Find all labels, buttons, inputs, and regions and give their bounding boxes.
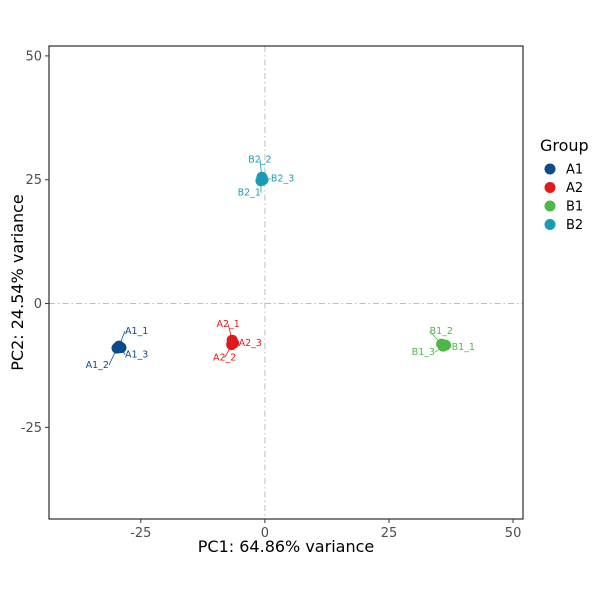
x-tick-label: 25 <box>381 526 398 541</box>
point-label-leader <box>262 178 271 181</box>
point-label-leader <box>434 345 444 353</box>
point-label-leader <box>224 344 233 358</box>
point-label-b1-1: B1_1 <box>452 342 475 353</box>
point-label-b2-2: B2_2 <box>248 154 271 165</box>
point-label-b2-3: B2_3 <box>271 174 294 185</box>
x-tick-label: -25 <box>130 526 151 541</box>
legend-key-b1 <box>544 200 556 212</box>
point-label-a2-3: A2_3 <box>239 338 262 349</box>
point-label-b2-1: B2_1 <box>238 188 261 199</box>
legend: Group A1 A2 B1 B2 <box>540 136 589 233</box>
x-tick-label: 0 <box>261 526 269 541</box>
y-tick-label: -25 <box>21 421 42 436</box>
point-label-leader <box>227 324 233 341</box>
plot-area: A1_1 A1_2 A1_3 A2_1 A2_2A2_3 B1_2 B1_3 B1_1 B2_2… <box>49 46 523 519</box>
point-label-a2-1: A2_1 <box>216 319 239 330</box>
legend-label-b1: B1 <box>566 200 583 215</box>
legend-key-a2 <box>544 182 556 193</box>
point-label-a2-2: A2_2 <box>213 353 236 364</box>
legend-label-a2: A2 <box>566 181 583 196</box>
point-label-leader <box>120 347 126 355</box>
point-label-b1-2: B1_2 <box>430 326 453 337</box>
plot-panel-border <box>48 45 524 520</box>
y-tick-label: 25 <box>25 173 42 188</box>
x-tick-label: 50 <box>505 526 522 541</box>
legend-label-a1: A1 <box>566 163 583 178</box>
point-label-leader <box>429 330 442 345</box>
point-label-a1-3: A1_3 <box>125 350 148 361</box>
point-label-a1-2: A1_2 <box>86 360 109 371</box>
point-label-leader <box>118 330 126 347</box>
point-label-leader <box>108 347 118 366</box>
point-label-b1-3: B1_3 <box>412 347 435 358</box>
legend-key-a1 <box>544 163 556 175</box>
axes: -25 0 25 50 -25 0 25 50 <box>21 45 524 541</box>
y-tick-label: 0 <box>34 297 42 312</box>
y-tick-label: 50 <box>25 49 42 64</box>
x-axis-title: PC1: 64.86% variance <box>198 537 374 556</box>
legend-key-b2 <box>544 219 556 230</box>
legend-label-b2: B2 <box>566 218 583 233</box>
point-label-leader <box>259 159 263 178</box>
y-axis-title: PC2: 24.54% variance <box>8 194 27 370</box>
legend-title: Group <box>540 136 589 155</box>
point-label-a1-1: A1_1 <box>125 326 148 337</box>
point-label-leader <box>445 344 452 348</box>
